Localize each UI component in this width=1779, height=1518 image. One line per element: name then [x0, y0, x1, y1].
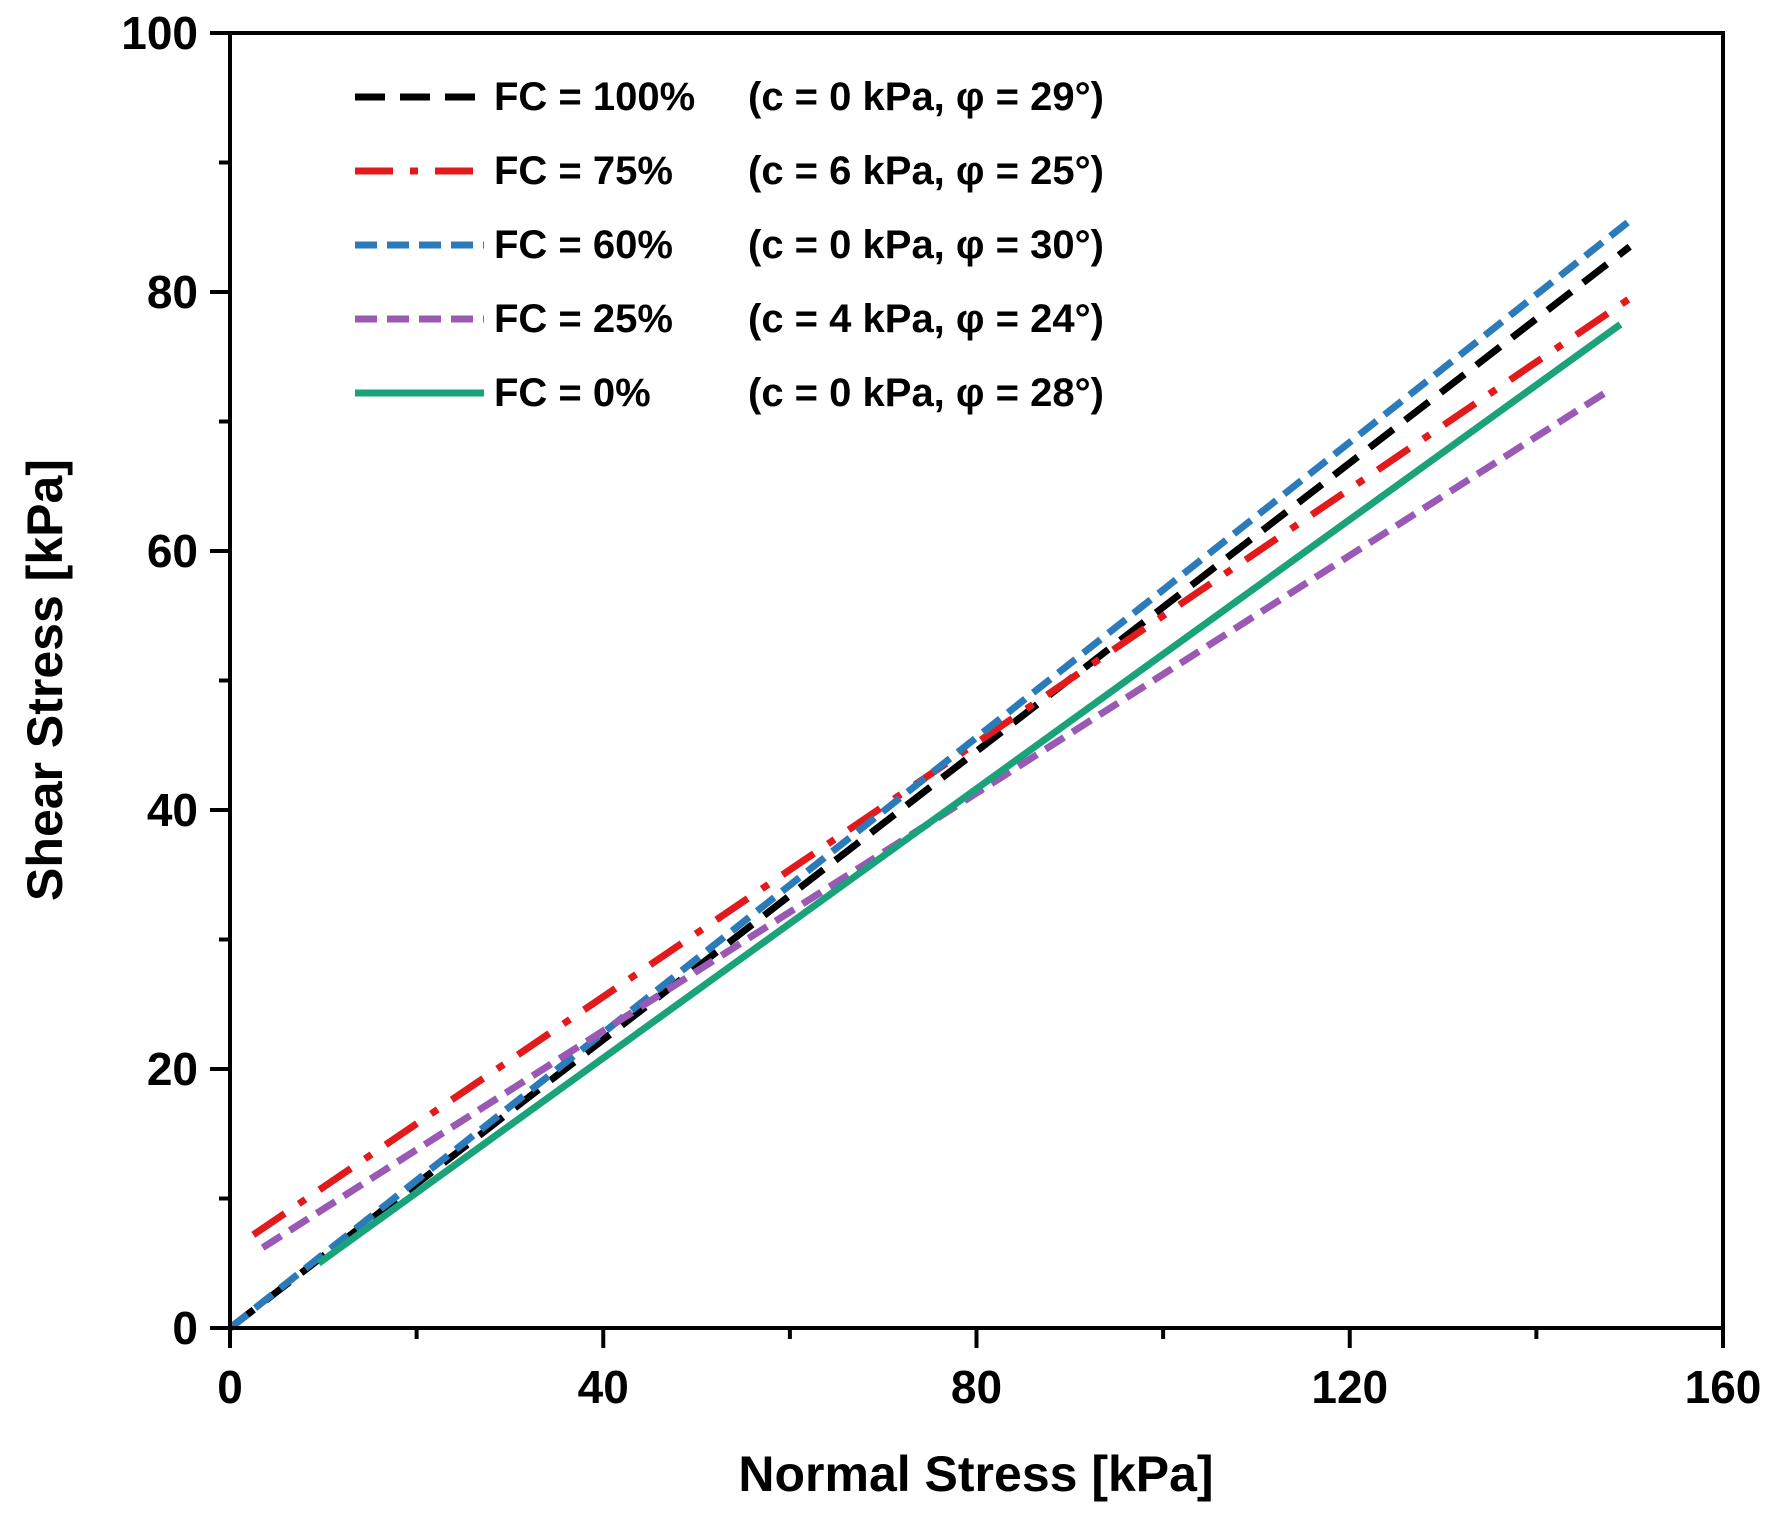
- y-tick-label: 20: [147, 1043, 198, 1095]
- legend-series-params: (c = 0 kPa, φ = 28°): [748, 371, 1104, 415]
- legend-series-name: FC = 60%: [494, 223, 673, 267]
- legend-series-params: (c = 6 kPa, φ = 25°): [748, 149, 1104, 193]
- legend-series-name: FC = 100%: [494, 75, 695, 119]
- x-tick-label: 160: [1685, 1361, 1762, 1413]
- y-axis-title: Shear Stress [kPa]: [17, 459, 73, 901]
- x-tick-label: 40: [578, 1361, 629, 1413]
- series-line-3: [227, 218, 1632, 1331]
- x-tick-label: 120: [1311, 1361, 1388, 1413]
- y-tick-label: 60: [147, 525, 198, 577]
- series-layer: [227, 218, 1632, 1331]
- legend-series-name: FC = 75%: [494, 149, 673, 193]
- x-tick-label: 80: [951, 1361, 1002, 1413]
- y-tick-label: 0: [172, 1302, 198, 1354]
- legend-series-params: (c = 4 kPa, φ = 24°): [748, 297, 1104, 341]
- series-line-4: [260, 386, 1613, 1251]
- legend-series-params: (c = 0 kPa, φ = 29°): [748, 75, 1104, 119]
- y-tick-label: 100: [121, 7, 198, 59]
- legend-series-name: FC = 25%: [494, 297, 673, 341]
- x-tick-label: 0: [217, 1361, 243, 1413]
- x-axis-title: Normal Stress [kPa]: [738, 1446, 1213, 1502]
- legend: FC = 100% (c = 0 kPa, φ = 29°) FC = 75% (c …: [355, 75, 1104, 415]
- tick-labels-layer: 0 40 80 120 160 0 20 40 60 80 100: [121, 7, 1761, 1413]
- series-line-5: [316, 321, 1623, 1267]
- y-tick-label: 40: [147, 784, 198, 836]
- plot-area-frame: [228, 31, 1725, 1330]
- legend-series-name: FC = 0%: [494, 371, 651, 415]
- y-tick-label: 80: [147, 266, 198, 318]
- legend-series-params: (c = 0 kPa, φ = 30°): [748, 223, 1104, 267]
